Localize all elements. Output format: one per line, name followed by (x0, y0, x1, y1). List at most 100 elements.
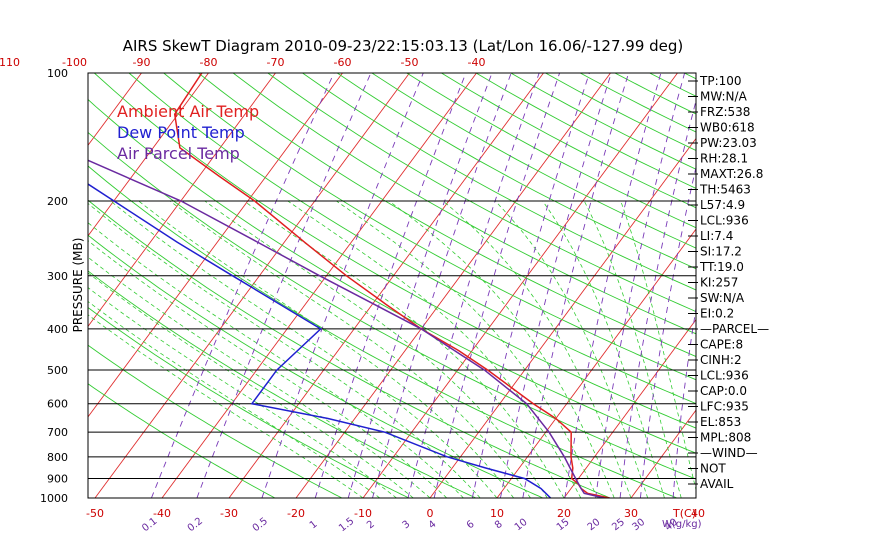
stat-item: KI:257 (700, 276, 738, 290)
top-temperature-tick-label: -80 (200, 56, 218, 69)
stat-item: RH:28.1 (700, 152, 748, 166)
top-temperature-tick-label: -40 (468, 56, 486, 69)
top-temperature-tick-label: -70 (267, 56, 285, 69)
moist-adiabat-line (243, 200, 565, 498)
isotherm-line (765, 73, 870, 498)
dry-adiabat-line (88, 199, 611, 498)
moist-adiabat-line (542, 200, 665, 498)
mixing-ratio-line (672, 305, 696, 498)
dry-adiabat-line (88, 344, 343, 498)
isotherm-line (630, 409, 696, 498)
stat-item: CINH:2 (700, 353, 742, 367)
series-line (88, 159, 605, 498)
stat-item: SI:17.2 (700, 245, 742, 259)
stat-item: MPL:808 (700, 431, 751, 445)
mixing-ratio-line (522, 73, 630, 498)
stat-item: FRZ:538 (700, 105, 750, 119)
dry-adiabat-line (128, 73, 696, 405)
mixing-ratio-line (639, 165, 696, 498)
temperature-tick-label: 10 (490, 507, 504, 520)
isotherm-line (496, 228, 696, 498)
mixing-ratio-line (372, 73, 512, 498)
temperature-tick-label: -30 (220, 507, 238, 520)
stat-item: CAPE:8 (700, 338, 743, 352)
mixing-ratio-line (619, 99, 696, 498)
moist-adiabat-line (620, 200, 696, 492)
series-line (88, 183, 552, 498)
legend-entry: Air Parcel Temp (117, 144, 240, 163)
mixing-ratio-line (471, 73, 590, 498)
isotherm-line (88, 73, 343, 418)
pressure-tick-label: 700 (47, 426, 68, 439)
legend: Ambient Air Temp Dew Point Temp Air Parcel… (117, 102, 259, 163)
dry-adiabat-line (88, 165, 678, 498)
temperature-tick-label: 20 (557, 507, 571, 520)
mixing-ratio-label: 2 (365, 519, 377, 532)
mixing-ratio-line (433, 73, 561, 498)
stat-item: TH:5463 (699, 183, 751, 197)
stat-item: —PARCEL— (700, 322, 769, 336)
stat-item: LFC:935 (700, 400, 749, 414)
dry-adiabat-line (163, 73, 696, 381)
dry-adiabat-line (232, 73, 696, 335)
dry-adiabat-line (88, 383, 276, 498)
temperature-tick-label: -20 (287, 507, 305, 520)
mixing-ratio-label: 4 (427, 519, 439, 532)
stat-item: —WIND— (700, 446, 758, 460)
moist-adiabat-line (88, 287, 397, 498)
isotherm-line (88, 73, 209, 237)
top-temperature-tick-label: -50 (401, 56, 419, 69)
top-temperature-tick-label: -60 (334, 56, 352, 69)
dry-adiabat-line (371, 73, 696, 249)
isotherm-line (563, 318, 696, 498)
pressure-tick-label: 800 (47, 451, 68, 464)
pressure-tick-label: 200 (47, 195, 68, 208)
stat-item: NOT (700, 462, 726, 476)
moist-adiabat-line (138, 200, 515, 498)
isotherm-line (0, 73, 8, 498)
y-axis-label: PRESSURE (MB) (71, 238, 85, 333)
mixing-ratio-label: 10 (513, 517, 530, 534)
stat-item: AVAIL (700, 477, 734, 491)
isotherm-line (429, 137, 696, 498)
stat-item: L57:4.9 (700, 198, 745, 212)
mixing-ratio-label: 1 (308, 519, 320, 532)
chart-title: AIRS SkewT Diagram 2010-09-23/22:15:03.1… (123, 37, 684, 55)
mixing-ratio-line (499, 73, 612, 498)
pressure-tick-label: 400 (47, 323, 68, 336)
dry-adiabat-line (88, 234, 544, 498)
stat-item: TT:19.0 (699, 260, 744, 274)
moist-adiabat-line (204, 200, 548, 498)
dry-adiabat-line (441, 73, 696, 209)
stat-item: CAP:0.0 (700, 384, 747, 398)
stat-item: TP:100 (699, 74, 742, 88)
pressure-tick-label: 1000 (40, 492, 68, 505)
stat-item: EL:853 (700, 415, 741, 429)
dry-adiabat-line (336, 73, 696, 270)
mixing-ratio-label: 0.2 (186, 516, 205, 534)
dry-adiabat-line (88, 131, 696, 480)
stat-item: EI:0.2 (700, 307, 734, 321)
temperature-tick-label: -50 (86, 507, 104, 520)
moist-adiabat-line (583, 200, 682, 498)
top-temperature-tick-label: -110 (0, 56, 20, 69)
stat-item: PW:23.03 (700, 136, 757, 150)
mixing-ratio-label: 0.5 (251, 516, 270, 534)
temperature-tick-label: 40 (691, 507, 705, 520)
top-temperature-tick-label: -90 (133, 56, 151, 69)
pressure-tick-label: 600 (47, 398, 68, 411)
pressure-tick-label: 300 (47, 270, 68, 283)
isotherm-line (161, 73, 477, 498)
dry-adiabat-line (475, 73, 696, 189)
stat-item: LCL:936 (700, 214, 749, 228)
pressure-tick-label: 100 (47, 67, 68, 80)
dry-adiabat-line (754, 73, 870, 498)
pressure-tick-label: 900 (47, 473, 68, 486)
mixing-ratio-line (314, 73, 467, 498)
pressure-tick-label: 500 (47, 364, 68, 377)
stat-item: WB0:618 (700, 121, 755, 135)
dry-adiabat-line (93, 73, 696, 429)
isotherm-line (88, 73, 276, 328)
dry-adiabat-line (88, 306, 410, 498)
